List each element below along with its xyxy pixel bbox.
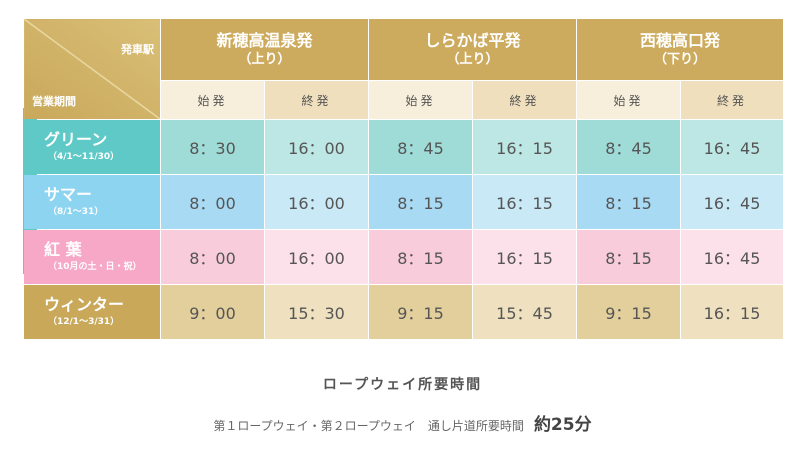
ropeway-duration-title: ロープウェイ所要時間 [322, 377, 483, 393]
station-nishihotakaguchi: 西穂高口発 （下り） [576, 17, 785, 82]
table-row-green: グリーン （4/1〜11/30） 8：30 16：00 8：45 16：15 8… [23, 119, 785, 175]
duration-description: 第１ロープウェイ・第２ロープウェイ 通し片道所要時間 [213, 419, 524, 433]
last-train-header: 終発 [263, 80, 370, 120]
period-dates: （12/1〜3/31） [48, 317, 120, 327]
ropeway-timetable: 発車駅 営業期間 新穂高温泉発 （上り） しらかば平発 （上り） 西穂高口発 （… [23, 17, 785, 340]
time-cell: 15：45 [472, 284, 578, 340]
departure-station-label: 発車駅 [121, 43, 154, 56]
table-row-winter: ウィンター （12/1〜3/31） 9：00 15：30 9：15 15：45 … [23, 284, 785, 340]
station-direction: （下り） [654, 51, 707, 67]
time-cell: 15：30 [263, 284, 370, 340]
first-last-header-row: 始発 終発 始発 終発 始発 終発 [24, 80, 785, 120]
period-autumn: 紅 葉 （10月の土・日・祝） [23, 229, 161, 285]
period-name: 紅 葉 [44, 240, 82, 259]
time-cell: 8：45 [368, 119, 474, 175]
time-cell: 16：45 [680, 119, 785, 175]
time-cell: 9：15 [576, 284, 682, 340]
time-cell: 8：15 [368, 174, 474, 230]
time-cell: 8：15 [576, 229, 682, 285]
last-train-header: 終発 [472, 80, 578, 120]
time-cell: 16：00 [263, 174, 370, 230]
time-cell: 16：15 [472, 174, 578, 230]
period-summer: サマー （8/1〜31） [23, 174, 161, 230]
time-cell: 16：45 [680, 174, 785, 230]
time-cell: 8：45 [576, 119, 682, 175]
time-cell: 16：15 [472, 229, 578, 285]
period-dates: （8/1〜31） [48, 207, 104, 217]
time-cell: 16：15 [472, 119, 578, 175]
station-name: 西穂高口発 [640, 30, 721, 50]
first-train-header: 始発 [160, 80, 265, 120]
period-dates: （10月の土・日・祝） [48, 262, 142, 272]
period-winter: ウィンター （12/1〜3/31） [23, 284, 161, 340]
timetable-container: 発車駅 営業期間 新穂高温泉発 （上り） しらかば平発 （上り） 西穂高口発 （… [23, 17, 785, 340]
period-name: ウィンター [44, 295, 125, 314]
period-green: グリーン （4/1〜11/30） [23, 119, 161, 175]
table-row-summer: サマー （8/1〜31） 8：00 16：00 8：15 16：15 8：15 … [23, 174, 785, 230]
station-name: しらかば平発 [424, 30, 521, 50]
last-train-header: 終発 [680, 80, 785, 120]
period-name: グリーン [44, 130, 108, 149]
time-cell: 9：15 [368, 284, 474, 340]
time-cell: 8：00 [160, 229, 265, 285]
station-shinhotaka: 新穂高温泉発 （上り） [159, 17, 370, 82]
operating-period-label: 営業期間 [32, 95, 76, 108]
station-direction: （上り） [238, 51, 291, 67]
ropeway-duration-line: 第１ロープウェイ・第２ロープウェイ 通し片道所要時間 約25分 [0, 410, 805, 435]
duration-value: 約25分 [533, 415, 592, 435]
time-cell: 8：15 [576, 174, 682, 230]
corner-diagonal [24, 19, 160, 119]
period-name: サマー [44, 185, 93, 204]
time-cell: 9：00 [160, 284, 265, 340]
period-dates: （4/1〜11/30） [48, 152, 120, 162]
time-cell: 8：30 [160, 119, 265, 175]
time-cell: 16：00 [263, 229, 370, 285]
table-row-autumn: 紅 葉 （10月の土・日・祝） 8：00 16：00 8：15 16：15 8：… [23, 229, 785, 285]
station-header-row: 発車駅 営業期間 新穂高温泉発 （上り） しらかば平発 （上り） 西穂高口発 （… [23, 17, 785, 120]
corner-header: 発車駅 営業期間 [23, 18, 161, 120]
time-cell: 8：00 [160, 174, 265, 230]
first-train-header: 始発 [368, 80, 474, 120]
time-cell: 16：45 [680, 229, 785, 285]
station-direction: （上り） [446, 51, 499, 67]
time-cell: 8：15 [368, 229, 474, 285]
first-train-header: 始発 [576, 80, 682, 120]
station-shirakabadaira: しらかば平発 （上り） [368, 17, 578, 82]
time-cell: 16：00 [263, 119, 370, 175]
time-cell: 16：15 [680, 284, 785, 340]
station-name: 新穂高温泉発 [216, 30, 313, 50]
